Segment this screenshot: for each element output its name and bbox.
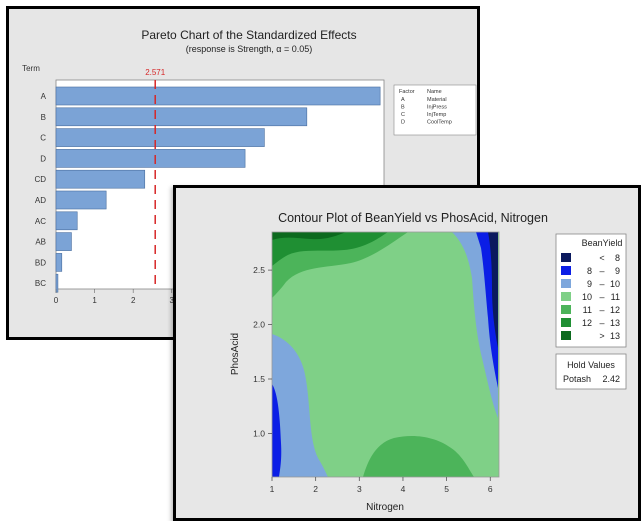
contour-legend-separator: – bbox=[599, 292, 604, 302]
pareto-y-axis-label: Term bbox=[22, 64, 40, 73]
contour-legend-high: 13 bbox=[610, 318, 620, 328]
contour-legend-separator: < bbox=[599, 253, 604, 263]
region-9-10-left bbox=[272, 334, 328, 477]
pareto-bar bbox=[55, 211, 78, 231]
pareto-category-label: BD bbox=[35, 258, 46, 267]
contour-legend-swatch bbox=[561, 279, 571, 288]
pareto-category-label: AC bbox=[35, 217, 46, 226]
contour-legend-title: BeanYield bbox=[582, 238, 623, 248]
contour-legend-high: 12 bbox=[610, 305, 620, 315]
pareto-x-tick-label: 3 bbox=[170, 296, 175, 305]
pareto-bar bbox=[55, 128, 265, 147]
pareto-bar bbox=[55, 169, 146, 189]
contour-legend-box bbox=[555, 233, 627, 348]
contour-legend-separator: > bbox=[599, 331, 604, 341]
pareto-bar bbox=[55, 149, 246, 168]
contour-legend-low: 12 bbox=[582, 318, 592, 328]
contour-legend-separator: – bbox=[599, 266, 604, 276]
contour-legend-swatch bbox=[561, 253, 571, 262]
contour-legend-high: 13 bbox=[610, 331, 620, 341]
pareto-legend-factor: A bbox=[401, 97, 405, 103]
region-12-13 bbox=[272, 232, 388, 266]
contour-x-tick-label: 2 bbox=[313, 484, 318, 494]
contour-plot-window: Contour Plot of BeanYield vs PhosAcid, N… bbox=[173, 185, 641, 521]
contour-legend-low: 9 bbox=[587, 279, 592, 289]
contour-legend-high: 9 bbox=[615, 266, 620, 276]
pareto-bar bbox=[55, 86, 381, 106]
contour-regions bbox=[272, 232, 499, 477]
pareto-title: Pareto Chart of the Standardized Effects bbox=[141, 28, 356, 42]
pareto-legend-box bbox=[393, 84, 477, 136]
region-11-12-bottom bbox=[363, 435, 474, 477]
contour-y-axis-label: PhosAcid bbox=[230, 333, 241, 375]
contour-x-tick-label: 1 bbox=[270, 484, 275, 494]
pareto-category-label: BC bbox=[35, 279, 46, 288]
pareto-bar bbox=[55, 107, 308, 127]
pareto-legend-name: CoolTemp bbox=[427, 120, 452, 126]
pareto-legend: Factor Name A Material B InjPress C InjTemp D C… bbox=[393, 84, 477, 136]
region-9-10-right bbox=[272, 232, 498, 418]
contour-legend-low: 11 bbox=[583, 305, 592, 315]
pareto-legend-header-name: Name bbox=[427, 89, 442, 95]
contour-y-tick-label: 1.0 bbox=[253, 428, 265, 438]
pareto-category-label: A bbox=[41, 92, 47, 101]
hold-values-label: Potash bbox=[563, 374, 591, 384]
contour-plot-frame bbox=[271, 231, 500, 478]
pareto-legend-name: Material bbox=[427, 97, 447, 103]
pareto-legend-name: InjTemp bbox=[427, 112, 446, 118]
contour-y-tick-label: 2.0 bbox=[253, 320, 265, 330]
contour-legend-separator: – bbox=[599, 305, 604, 315]
contour-legend-high: 8 bbox=[615, 253, 620, 263]
contour-plot: Contour Plot of BeanYield vs PhosAcid, N… bbox=[176, 188, 638, 518]
pareto-category-label: C bbox=[40, 134, 46, 143]
region-lt-8 bbox=[488, 232, 498, 348]
region-gt-13 bbox=[272, 232, 346, 240]
contour-legend-swatch bbox=[561, 318, 571, 327]
contour-title: Contour Plot of BeanYield vs PhosAcid, N… bbox=[278, 211, 548, 225]
contour-legend-separator: – bbox=[599, 279, 604, 289]
hold-values-box: Hold Values Potash 2.42 bbox=[555, 353, 627, 390]
pareto-category-label: AD bbox=[35, 196, 46, 205]
contour-legend-swatch bbox=[561, 292, 571, 301]
contour-legend-high: 10 bbox=[610, 279, 620, 289]
pareto-x-tick-label: 2 bbox=[131, 296, 136, 305]
hold-values-value: 2.42 bbox=[602, 374, 620, 384]
pareto-category-label: CD bbox=[34, 175, 46, 184]
contour-legend-swatch bbox=[561, 331, 571, 340]
contour-legend-high: 11 bbox=[611, 292, 620, 302]
pareto-x-tick-label: 0 bbox=[54, 296, 59, 305]
pareto-bar bbox=[55, 232, 72, 251]
pareto-subtitle: (response is Strength, α = 0.05) bbox=[186, 44, 313, 54]
region-8-9-left bbox=[272, 384, 282, 477]
hold-values-title: Hold Values bbox=[567, 360, 615, 370]
pareto-category-label: B bbox=[41, 113, 46, 122]
pareto-reference-label: 2.571 bbox=[145, 68, 166, 77]
pareto-legend-factor: D bbox=[401, 120, 405, 126]
pareto-category-label: D bbox=[40, 154, 46, 163]
pareto-legend-factor: B bbox=[401, 105, 405, 111]
pareto-bar bbox=[55, 253, 63, 272]
contour-x-tick-label: 4 bbox=[401, 484, 406, 494]
contour-legend-separator: – bbox=[599, 318, 604, 328]
pareto-category-label: AB bbox=[35, 238, 46, 247]
pareto-bar bbox=[55, 190, 107, 210]
contour-x-tick-label: 5 bbox=[444, 484, 449, 494]
pareto-bar bbox=[55, 273, 59, 293]
contour-x-tick-label: 6 bbox=[488, 484, 493, 494]
contour-legend-low: 8 bbox=[587, 266, 592, 276]
contour-legend-swatch bbox=[561, 266, 571, 275]
contour-x-axis-label: Nitrogen bbox=[366, 502, 404, 513]
contour-y-tick-label: 1.5 bbox=[253, 374, 265, 384]
contour-x-tick-label: 3 bbox=[357, 484, 362, 494]
hold-values-frame bbox=[555, 353, 627, 390]
contour-legend-swatch bbox=[561, 305, 571, 314]
pareto-legend-name: InjPress bbox=[427, 105, 447, 111]
pareto-legend-header-factor: Factor bbox=[399, 89, 415, 95]
contour-legend-low: 10 bbox=[582, 292, 592, 302]
pareto-x-tick-label: 1 bbox=[92, 296, 97, 305]
contour-y-tick-label: 2.5 bbox=[253, 265, 265, 275]
pareto-legend-factor: C bbox=[401, 112, 405, 118]
